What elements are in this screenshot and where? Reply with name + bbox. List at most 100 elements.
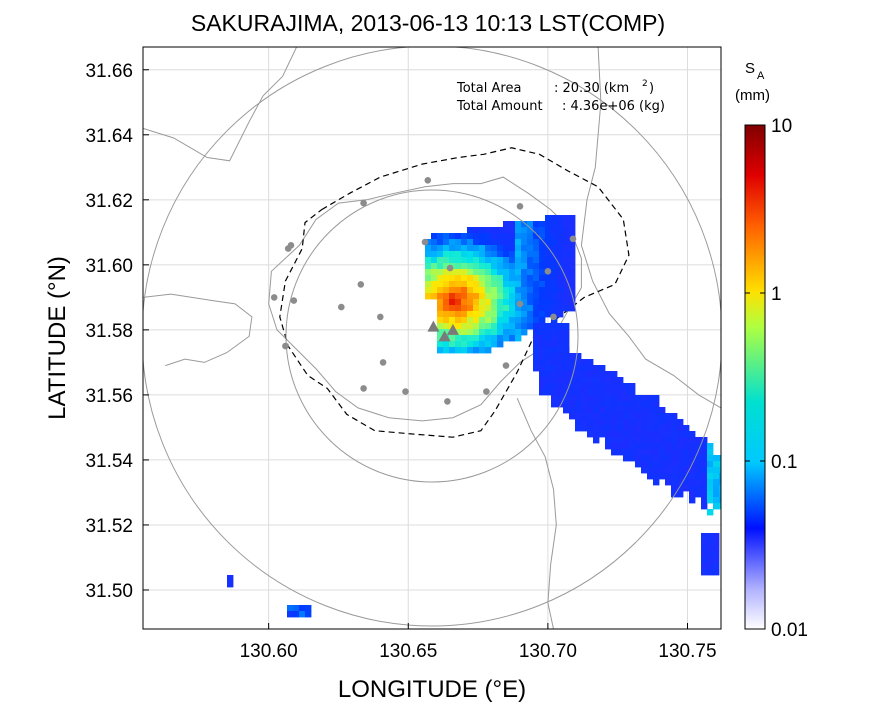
ash-cell <box>437 305 444 312</box>
ash-cell <box>551 251 558 258</box>
ash-cell <box>647 449 654 456</box>
ash-cell <box>695 461 702 468</box>
ash-cell <box>521 245 528 252</box>
ash-cell <box>497 287 504 294</box>
ash-cell <box>545 287 552 294</box>
ash-cell <box>551 401 558 408</box>
ash-region-sw <box>287 605 312 618</box>
ash-cell <box>551 221 558 228</box>
ash-cell <box>683 437 690 444</box>
ash-cell <box>551 299 558 306</box>
ash-cell <box>719 467 721 474</box>
ash-cell <box>653 449 660 456</box>
x-tick-label: 130.75 <box>658 641 716 662</box>
ash-cell <box>581 371 588 378</box>
ash-cell <box>497 335 504 342</box>
ash-cell <box>557 347 564 354</box>
ash-cell <box>491 245 498 252</box>
ash-cell <box>443 239 450 246</box>
ash-cell <box>701 533 708 540</box>
ash-cell <box>653 443 660 450</box>
ash-cell <box>569 245 576 252</box>
ash-cell <box>293 605 300 612</box>
ash-cell <box>503 287 510 294</box>
ash-cell <box>539 383 546 390</box>
ash-cell <box>563 257 570 264</box>
ash-cell <box>515 293 522 300</box>
ash-cell <box>437 335 444 342</box>
ash-cell <box>569 281 576 288</box>
ash-cell <box>719 455 721 462</box>
ash-cell <box>479 317 486 324</box>
ash-region-w <box>227 575 234 588</box>
ash-cell <box>521 317 528 324</box>
ash-cell <box>557 251 564 258</box>
coastline-west <box>143 293 253 367</box>
ash-cell <box>551 371 558 378</box>
ash-cell <box>485 341 492 348</box>
ash-cell <box>701 473 708 480</box>
ash-cell <box>713 557 720 564</box>
ash-cell <box>503 263 510 270</box>
ash-cell <box>647 443 654 450</box>
ash-cell <box>473 317 480 324</box>
ash-cell <box>719 461 721 468</box>
ash-cell <box>617 431 624 438</box>
ash-cell <box>545 281 552 288</box>
colorbar-tick-label: 0.1 <box>771 452 797 473</box>
ash-cell <box>695 467 702 474</box>
ash-cell <box>677 449 684 456</box>
ash-cell <box>551 275 558 282</box>
ash-cell <box>461 287 468 294</box>
ash-cell <box>629 401 636 408</box>
ash-cell <box>539 305 546 312</box>
ash-cell <box>473 227 480 234</box>
ash-cell <box>683 443 690 450</box>
ash-cell <box>545 239 552 246</box>
ash-cell <box>653 431 660 438</box>
ash-cell <box>587 401 594 408</box>
ash-cell <box>701 557 708 564</box>
ash-cell <box>509 239 516 246</box>
ash-cell <box>707 557 714 564</box>
ash-cell <box>491 227 498 234</box>
ash-cell <box>533 275 540 282</box>
station-dot <box>360 199 367 207</box>
ash-cell <box>461 251 468 258</box>
ash-cell <box>491 257 498 264</box>
ash-cell <box>695 491 702 498</box>
ash-cell <box>713 479 720 486</box>
ash-cell <box>623 449 630 456</box>
ash-cell <box>617 419 624 426</box>
ash-cell <box>443 311 450 318</box>
ash-cell <box>443 317 450 324</box>
ash-cell <box>503 233 510 240</box>
ash-cell <box>617 437 624 444</box>
ash-cell <box>515 335 522 342</box>
vent-marker <box>438 330 451 342</box>
ash-cell <box>635 401 642 408</box>
ash-cell <box>593 383 600 390</box>
ash-cell <box>533 233 540 240</box>
ash-cell <box>449 305 456 312</box>
ash-cell <box>569 383 576 390</box>
ash-cell <box>689 449 696 456</box>
ash-cell <box>635 443 642 450</box>
ash-cell <box>707 443 714 450</box>
ash-cell <box>497 281 504 288</box>
ash-cell <box>647 473 654 480</box>
ash-cell <box>473 275 480 282</box>
ash-cell <box>665 425 672 432</box>
ash-cell <box>455 293 462 300</box>
ash-cell <box>683 467 690 474</box>
ash-cell <box>527 311 534 318</box>
ash-cell <box>473 329 480 336</box>
ash-cell <box>485 275 492 282</box>
ash-cell <box>575 413 582 420</box>
station-dot <box>544 268 552 275</box>
ash-cell <box>551 347 558 354</box>
ash-cell <box>671 449 678 456</box>
ash-cell <box>563 245 570 252</box>
